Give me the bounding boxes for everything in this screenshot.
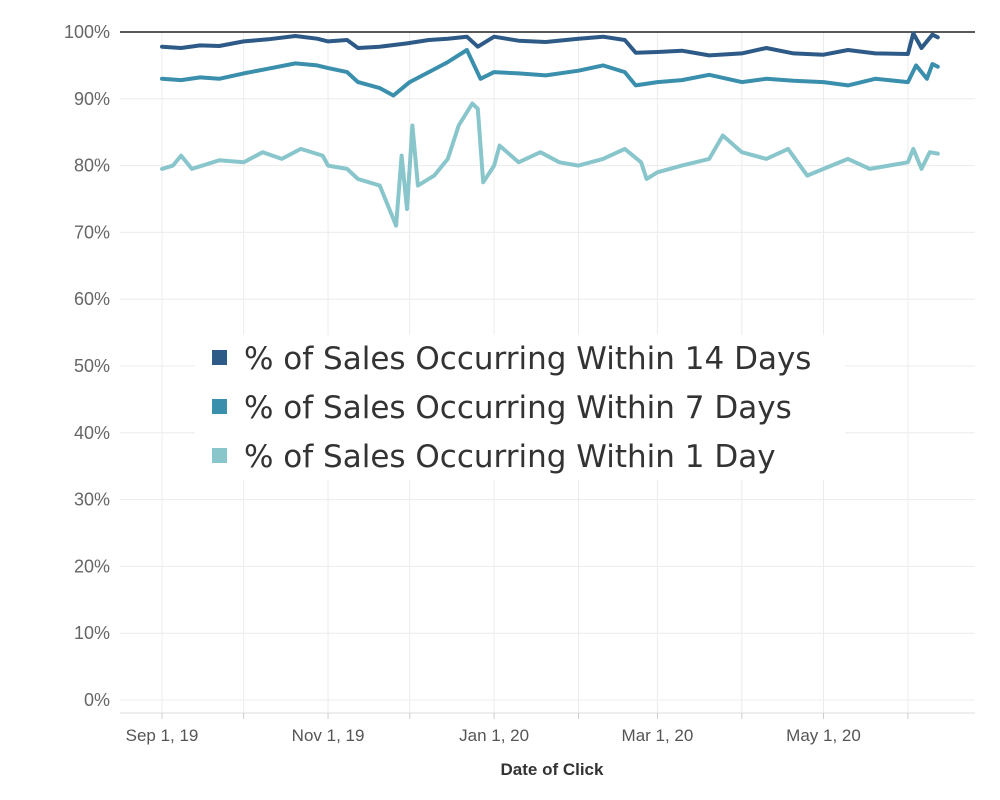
y-tick-label: 90% xyxy=(74,89,110,109)
x-tick-label: Mar 1, 20 xyxy=(622,726,694,745)
legend-swatch xyxy=(212,448,227,463)
x-tick-label: Nov 1, 19 xyxy=(292,726,365,745)
x-tick-label: Sep 1, 19 xyxy=(126,726,199,745)
y-tick-label: 80% xyxy=(74,156,110,176)
y-tick-label: 50% xyxy=(74,356,110,376)
legend-swatch xyxy=(212,399,227,414)
x-axis-title: Date of Click xyxy=(501,760,605,779)
series-lines xyxy=(160,31,940,228)
y-tick-label: 30% xyxy=(74,490,110,510)
x-tick-label: May 1, 20 xyxy=(786,726,861,745)
y-tick-label: 20% xyxy=(74,556,110,576)
legend: % of Sales Occurring Within 14 Days % of … xyxy=(195,335,845,480)
legend-background xyxy=(195,335,845,480)
y-tick-label: 10% xyxy=(74,623,110,643)
series-line-1 xyxy=(160,31,940,58)
x-tick-label: Jan 1, 20 xyxy=(459,726,529,745)
legend-entry: % of Sales Occurring Within 1 Day xyxy=(244,439,776,475)
x-axis: Sep 1, 19 Nov 1, 19 Jan 1, 20 Mar 1, 20 May … xyxy=(120,712,975,745)
legend-entry: % of Sales Occurring Within 14 Days xyxy=(244,341,811,377)
y-tick-label: 100% xyxy=(64,22,110,42)
y-tick-label: 60% xyxy=(74,289,110,309)
series-line-3 xyxy=(160,101,940,228)
y-tick-label: 0% xyxy=(84,690,110,710)
y-axis: 0% 10% 20% 30% 40% 50% 60% 70% 80% 90% 100% xyxy=(64,22,110,710)
legend-entry: % of Sales Occurring Within 7 Days xyxy=(244,390,792,426)
y-tick-label: 40% xyxy=(74,423,110,443)
legend-swatch xyxy=(212,350,227,365)
y-tick-label: 70% xyxy=(74,222,110,242)
series-line-2 xyxy=(160,48,940,98)
